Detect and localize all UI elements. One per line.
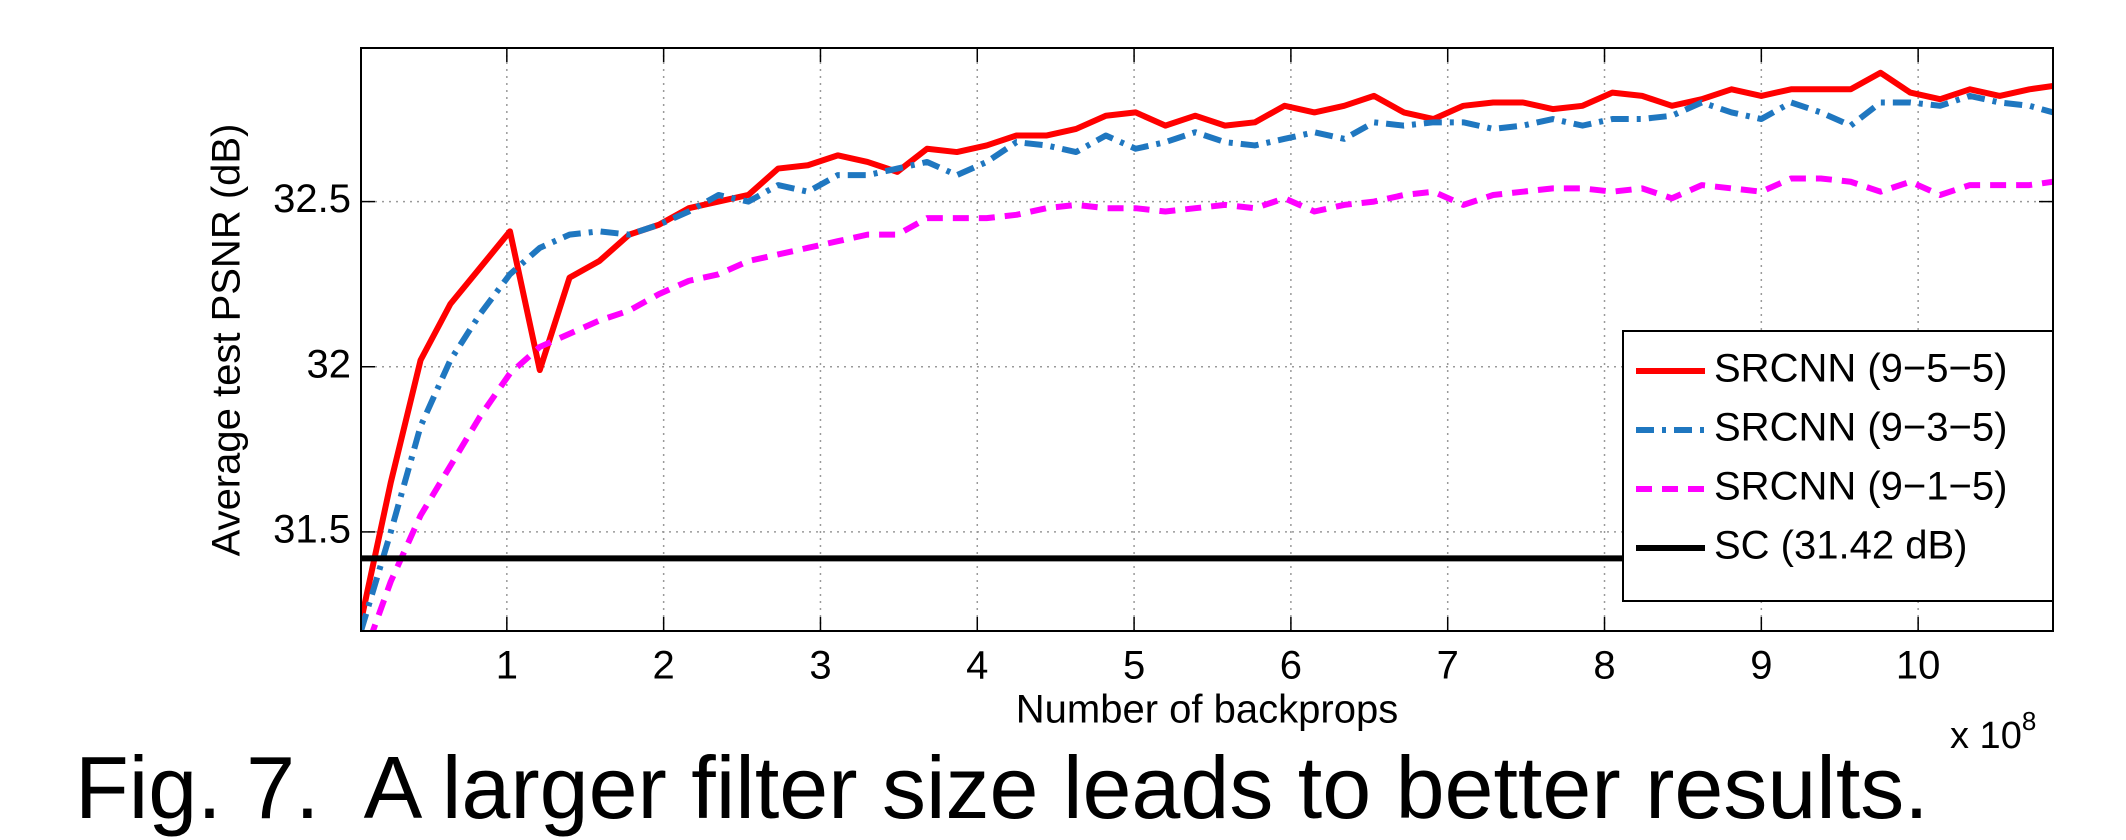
legend-label: SRCNN (9−3−5) [1714,406,2007,450]
x-tick-label: 5 [1123,644,1145,688]
x-tick-label: 4 [966,644,988,688]
x-scale-label: x 108 [1950,706,2036,757]
y-tick-label: 31.5 [273,507,351,551]
legend-label: SRCNN (9−5−5) [1714,347,2007,391]
series-line [369,175,2053,631]
x-tick-label: 7 [1437,644,1459,688]
x-tick-label: 2 [653,644,675,688]
x-scale-exponent: 8 [2022,706,2036,736]
x-tick-label: 3 [809,644,831,688]
series-line [361,92,2053,631]
figure-caption: Fig. 7. A larger filter size leads to be… [75,738,1929,837]
x-tick-label: 1 [496,644,518,688]
y-axis-label: Average test PSNR (dB) [205,124,249,557]
legend-label: SRCNN (9−1−5) [1714,465,2007,509]
y-tick-label: 32 [307,342,352,386]
x-tick-label: 8 [1593,644,1615,688]
legend-box [1622,330,2054,602]
x-tick-label: 9 [1750,644,1772,688]
y-tick-label: 32.5 [273,177,351,221]
legend-label: SC (31.42 dB) [1714,524,1967,568]
x-tick-label: 10 [1896,644,1941,688]
x-axis-label: Number of backprops [1016,688,1398,732]
x-scale-base: x 10 [1950,715,2022,757]
x-tick-label: 6 [1280,644,1302,688]
